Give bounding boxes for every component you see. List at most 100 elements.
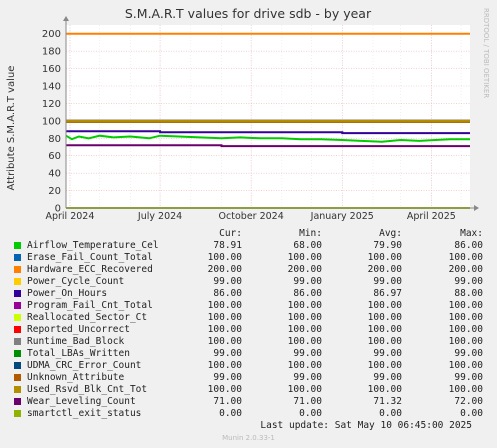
legend-value: 100.00 bbox=[287, 336, 322, 347]
y-tick-label: 100 bbox=[42, 116, 61, 127]
legend-value: 0.00 bbox=[219, 408, 242, 419]
legend-value: 99.00 bbox=[293, 276, 322, 287]
legend-swatch bbox=[14, 338, 21, 345]
legend-swatch bbox=[14, 374, 21, 381]
legend-value: 100.00 bbox=[287, 312, 322, 323]
x-axis-arrow bbox=[474, 205, 479, 211]
legend-value: 200.00 bbox=[367, 264, 402, 275]
legend-value: 99.00 bbox=[213, 372, 242, 383]
legend-swatch bbox=[14, 290, 21, 297]
legend-value: 100.00 bbox=[448, 324, 483, 335]
legend-value: 86.00 bbox=[293, 288, 322, 299]
legend-value: 100.00 bbox=[367, 324, 402, 335]
legend-row: Power_Cycle_Count 99.00 99.00 99.00 99.00 bbox=[0, 276, 497, 288]
legend-swatch bbox=[14, 350, 21, 357]
legend-value: 99.00 bbox=[373, 276, 402, 287]
y-tick-label: 180 bbox=[42, 47, 61, 58]
legend-row: Reported_Uncorrect 100.00 100.00 100.00 100.… bbox=[0, 324, 497, 336]
legend-swatch bbox=[14, 362, 21, 369]
legend-value: 68.00 bbox=[293, 240, 322, 251]
x-tick-label: October 2024 bbox=[219, 211, 284, 222]
legend-series-name: Reallocated_Sector_Ct bbox=[27, 312, 148, 323]
legend-value: 100.00 bbox=[207, 312, 242, 323]
legend-row: Wear_Leveling_Count 71.00 71.00 71.32 72.00 bbox=[0, 396, 497, 408]
chart: 0 20 40 60 80 100 120 140 160 180 200 April 2024 Jul… bbox=[6, 6, 490, 222]
legend-row: Reallocated_Sector_Ct 100.00 100.00 100.00 1… bbox=[0, 312, 497, 324]
legend-value: 99.00 bbox=[454, 276, 483, 287]
legend-value: 71.00 bbox=[213, 396, 242, 407]
legend-series-name: Reported_Uncorrect bbox=[27, 324, 130, 335]
legend-value: 100.00 bbox=[287, 324, 322, 335]
legend-swatch bbox=[14, 278, 21, 285]
legend-value: 100.00 bbox=[207, 324, 242, 335]
legend-swatch bbox=[14, 410, 21, 417]
legend-column-header: Max: bbox=[460, 228, 483, 239]
legend-value: 100.00 bbox=[448, 300, 483, 311]
legend-value: 99.00 bbox=[293, 372, 322, 383]
legend-value: 79.90 bbox=[373, 240, 402, 251]
legend-row: Runtime_Bad_Block 100.00 100.00 100.00 100.0… bbox=[0, 336, 497, 348]
legend-swatch bbox=[14, 266, 21, 273]
legend-value: 100.00 bbox=[367, 252, 402, 263]
legend-value: 100.00 bbox=[448, 336, 483, 347]
y-tick-label: 40 bbox=[48, 169, 61, 180]
legend-value: 200.00 bbox=[448, 264, 483, 275]
legend-series-name: Total_LBAs_Written bbox=[27, 348, 130, 359]
y-tick-label: 60 bbox=[48, 151, 61, 162]
y-tick-label: 80 bbox=[48, 134, 61, 145]
legend-value: 100.00 bbox=[367, 360, 402, 371]
y-tick-label: 20 bbox=[48, 186, 61, 197]
legend-column-header: Min: bbox=[299, 228, 322, 239]
legend-row: UDMA_CRC_Error_Count 100.00 100.00 100.00 10… bbox=[0, 360, 497, 372]
legend-swatch bbox=[14, 314, 21, 321]
legend-series-name: UDMA_CRC_Error_Count bbox=[27, 360, 142, 371]
legend-value: 99.00 bbox=[373, 372, 402, 383]
legend-row: Total_LBAs_Written 99.00 99.00 99.00 99.00 bbox=[0, 348, 497, 360]
legend-value: 99.00 bbox=[454, 372, 483, 383]
y-tick-label: 200 bbox=[42, 29, 61, 40]
legend-value: 100.00 bbox=[207, 252, 242, 263]
legend-value: 100.00 bbox=[367, 300, 402, 311]
y-tick-label: 160 bbox=[42, 64, 61, 75]
legend-row: Power_On_Hours 86.00 86.00 86.97 88.00 bbox=[0, 288, 497, 300]
legend-series-name: Wear_Leveling_Count bbox=[27, 396, 136, 407]
legend-series-name: Erase_Fail_Count_Total bbox=[27, 252, 153, 263]
series-line bbox=[66, 144, 470, 148]
x-tick-label: April 2024 bbox=[45, 211, 94, 222]
legend-series-name: smartctl_exit_status bbox=[27, 408, 142, 419]
y-tick-label: 0 bbox=[55, 204, 61, 215]
legend-value: 0.00 bbox=[460, 408, 483, 419]
chart-title: S.M.A.R.T values for drive sdb - by year bbox=[125, 6, 372, 21]
legend-series-name: Power_Cycle_Count bbox=[27, 276, 125, 287]
legend-series-name: Power_On_Hours bbox=[27, 288, 108, 299]
legend-row: Used_Rsvd_Blk_Cnt_Tot 100.00 100.00 100.00 1… bbox=[0, 384, 497, 396]
legend-value: 99.00 bbox=[213, 348, 242, 359]
legend-value: 100.00 bbox=[287, 300, 322, 311]
rrdtool-label: RRDTOOL / TOBI OETIKER bbox=[482, 8, 490, 98]
legend-row: Erase_Fail_Count_Total 100.00 100.00 100.00… bbox=[0, 252, 497, 264]
legend-value: 78.91 bbox=[213, 240, 242, 251]
legend-row: Program_Fail_Cnt_Total 100.00 100.00 100.00… bbox=[0, 300, 497, 312]
legend-column-header: Avg: bbox=[379, 228, 402, 239]
legend-value: 71.00 bbox=[293, 396, 322, 407]
munin-version: Munin 2.0.33-1 bbox=[222, 434, 275, 442]
legend-value: 100.00 bbox=[367, 384, 402, 395]
y-axis-arrow bbox=[63, 16, 69, 21]
legend-value: 100.00 bbox=[287, 360, 322, 371]
legend-value: 200.00 bbox=[287, 264, 322, 275]
legend-swatch bbox=[14, 386, 21, 393]
legend-value: 100.00 bbox=[207, 300, 242, 311]
legend-value: 200.00 bbox=[207, 264, 242, 275]
legend-swatch bbox=[14, 302, 21, 309]
series-line bbox=[65, 134, 470, 143]
legend-value: 99.00 bbox=[373, 348, 402, 359]
x-tick-label: January 2025 bbox=[310, 211, 374, 222]
legend-row: Unknown_Attribute 99.00 99.00 99.00 99.00 bbox=[0, 372, 497, 384]
legend-value: 100.00 bbox=[367, 336, 402, 347]
legend-series-name: Used_Rsvd_Blk_Cnt_Tot bbox=[27, 384, 148, 395]
legend-value: 99.00 bbox=[213, 276, 242, 287]
legend-swatch bbox=[14, 242, 21, 249]
legend-series-name: Hardware_ECC_Recovered bbox=[27, 264, 153, 275]
legend-value: 100.00 bbox=[448, 384, 483, 395]
y-axis-label: Attribute S.M.A.R.T value bbox=[6, 66, 17, 191]
